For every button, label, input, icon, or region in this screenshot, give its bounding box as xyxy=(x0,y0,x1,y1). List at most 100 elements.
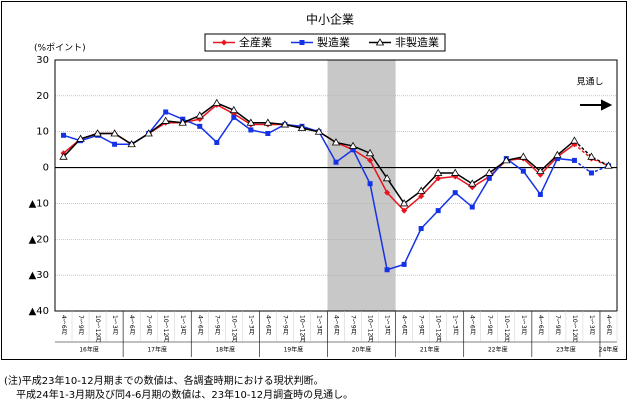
y-tick-label: ▲20 xyxy=(29,234,49,245)
point xyxy=(112,141,118,147)
point xyxy=(452,190,458,196)
point xyxy=(367,181,373,187)
x-tick-label: 10～12月 xyxy=(94,315,101,344)
year-label: 23年度 xyxy=(556,346,576,354)
point xyxy=(502,156,511,164)
year-label: 24年度 xyxy=(599,346,619,354)
x-tick-label: 7～9月 xyxy=(418,315,425,336)
point xyxy=(384,267,390,273)
forecast-annotation: 見通し xyxy=(576,77,603,88)
point xyxy=(435,175,442,182)
y-axis-label: (%ポイント) xyxy=(34,43,86,54)
point xyxy=(231,114,237,120)
x-tick-label: 10～12月 xyxy=(503,315,510,344)
point xyxy=(418,226,424,232)
year-label: 21年度 xyxy=(420,346,440,354)
legend-label: 全産業 xyxy=(239,35,272,49)
year-label: 18年度 xyxy=(215,346,235,354)
point xyxy=(110,129,119,137)
x-tick-label: 4～6月 xyxy=(469,315,476,336)
point xyxy=(416,186,426,194)
x-tick-label: 1～3月 xyxy=(520,315,527,336)
legend-box xyxy=(204,33,446,52)
x-tick-label: 4～6月 xyxy=(333,315,340,336)
point xyxy=(519,152,528,160)
legend-marker xyxy=(221,39,227,46)
point xyxy=(485,168,494,176)
point xyxy=(553,150,562,158)
year-label: 20年度 xyxy=(352,346,372,354)
point xyxy=(554,156,560,162)
point xyxy=(144,129,153,137)
x-tick-label: 4～6月 xyxy=(60,315,67,336)
y-tick-label: 30 xyxy=(36,55,49,66)
plot-frame xyxy=(54,59,618,312)
year-label: 17年度 xyxy=(147,346,167,354)
x-tick-label: 7～9月 xyxy=(554,315,561,336)
x-tick-label: 10～12月 xyxy=(367,315,374,344)
forecast-arrow xyxy=(580,99,613,111)
x-tick-label: 10～12月 xyxy=(230,315,237,344)
point xyxy=(76,134,85,142)
point xyxy=(401,261,407,267)
x-tick-label: 7～9月 xyxy=(145,315,152,336)
point xyxy=(433,168,443,176)
point xyxy=(571,157,577,163)
point xyxy=(350,147,356,153)
y-tick-label: ▲40 xyxy=(29,306,49,317)
point xyxy=(451,168,460,176)
point xyxy=(587,152,596,160)
x-tick-label: 1～3月 xyxy=(588,315,595,336)
point xyxy=(537,191,543,197)
x-tick-label: 10～12月 xyxy=(162,315,169,344)
point xyxy=(212,98,221,106)
point xyxy=(367,157,374,164)
point xyxy=(520,168,526,174)
point xyxy=(297,123,307,132)
point xyxy=(588,170,594,176)
x-tick-label: 1～3月 xyxy=(315,315,322,336)
point xyxy=(382,174,392,182)
y-tick-label: 20 xyxy=(36,91,49,102)
x-tick-label: 10～12月 xyxy=(298,315,305,344)
point xyxy=(469,204,475,210)
x-tick-label: 4～6月 xyxy=(128,315,135,336)
series-line xyxy=(62,102,575,205)
point xyxy=(486,175,492,181)
x-tick-label: 4～6月 xyxy=(401,315,408,336)
x-tick-label: 4～6月 xyxy=(264,315,271,336)
point xyxy=(195,111,204,119)
point xyxy=(314,127,324,135)
y-tick-label: ▲10 xyxy=(29,198,49,209)
point xyxy=(59,152,68,160)
x-tick-label: 1～3月 xyxy=(452,315,459,336)
point xyxy=(265,131,271,137)
point xyxy=(163,109,169,115)
y-tick-label: 0 xyxy=(43,163,49,174)
point xyxy=(161,116,170,124)
x-tick-label: 1～3月 xyxy=(111,315,118,336)
point xyxy=(384,189,391,196)
legend-label: 非製造業 xyxy=(395,35,439,49)
x-tick-label: 10～12月 xyxy=(435,315,442,344)
note: (注)平成23年10-12月期までの数値は、各調査時期における現状判断。 xyxy=(4,374,324,387)
legend-marker xyxy=(299,40,305,45)
x-tick-label: 4～6月 xyxy=(196,315,203,336)
point xyxy=(331,138,341,146)
x-tick-label: 7～9月 xyxy=(486,315,493,336)
point xyxy=(246,118,256,126)
point xyxy=(418,193,425,200)
point xyxy=(61,132,67,138)
point xyxy=(435,208,441,214)
chart-title: 中小企業 xyxy=(306,12,354,27)
point xyxy=(214,139,220,145)
point xyxy=(333,159,339,165)
x-tick-label: 1～3月 xyxy=(247,315,254,336)
point xyxy=(197,123,203,129)
x-tick-label: 7～9月 xyxy=(77,315,84,336)
x-tick-label: 1～3月 xyxy=(179,315,186,336)
point xyxy=(127,139,136,148)
point xyxy=(570,136,579,144)
point xyxy=(248,127,254,133)
